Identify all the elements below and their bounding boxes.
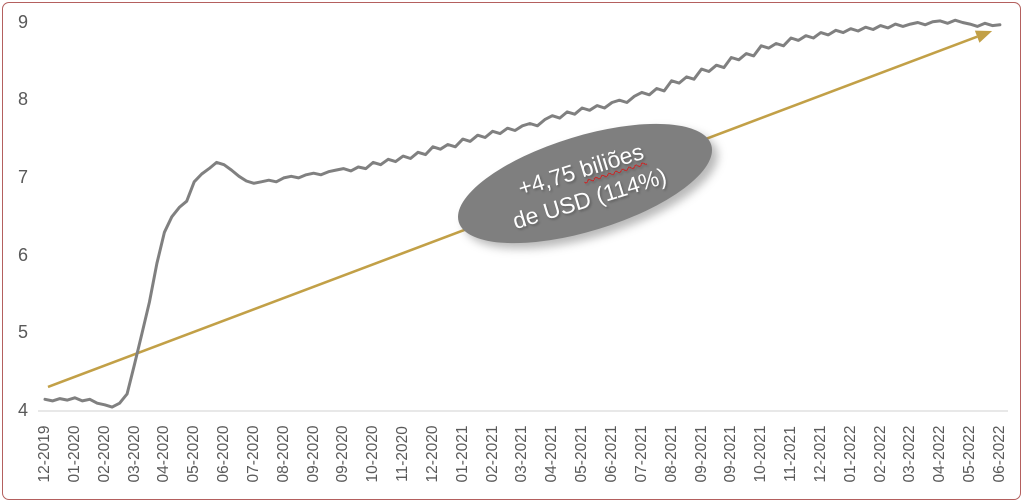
data-line — [43, 18, 1002, 409]
y-tick-label: 9 — [17, 11, 28, 32]
x-tick-label: 12-2020 — [423, 425, 441, 483]
x-tick-label: 06-2021 — [603, 425, 620, 483]
x-tick-label: 06-2020 — [215, 425, 232, 483]
y-tick-label: 7 — [17, 166, 28, 187]
x-tick-label: 12-2021 — [811, 425, 829, 483]
y-tick-label: 4 — [17, 400, 28, 420]
x-tick-label: 02-2022 — [871, 425, 889, 483]
x-tick-label: 02-2020 — [95, 425, 113, 483]
x-tick-label: 03-2022 — [901, 425, 919, 483]
x-tick-label: 06-2022 — [990, 425, 1008, 483]
x-tick-label: 12-2019 — [36, 425, 53, 483]
x-tick-label: 08-2020 — [274, 425, 292, 483]
x-tick-label: 09-2021 — [722, 425, 740, 483]
x-tick-label: 11-2020 — [394, 426, 412, 482]
y-tick-label: 8 — [17, 89, 28, 110]
x-tick-label: 04-2021 — [543, 425, 561, 483]
x-tick-label: 05-2020 — [185, 425, 203, 483]
x-tick-label: 09-2020 — [334, 425, 352, 483]
y-tick-label: 6 — [17, 244, 28, 265]
x-tick-label: 05-2021 — [573, 425, 591, 483]
x-tick-label: 10-2020 — [364, 425, 382, 483]
x-tick-label: 04-2020 — [155, 425, 173, 483]
x-tick-label: 04-2022 — [931, 425, 949, 483]
x-tick-label: 09-2021 — [692, 425, 710, 483]
x-tick-label: 10-2021 — [752, 425, 770, 483]
x-tick-label: 11-2021 — [782, 426, 799, 482]
x-tick-label: 07-2021 — [632, 425, 650, 483]
x-tick-label: 01-2022 — [841, 425, 859, 483]
x-tick-label: 09-2020 — [304, 425, 322, 483]
x-tick-label: 01-2021 — [453, 425, 471, 483]
y-tick-label: 5 — [17, 322, 28, 343]
trend-arrow-head — [974, 30, 993, 43]
x-tick-label: 03-2021 — [513, 425, 531, 483]
x-tick-label: 08-2021 — [662, 425, 680, 483]
x-tick-label: 01-2020 — [65, 425, 83, 483]
x-tick-label: 03-2020 — [125, 425, 143, 483]
x-tick-label: 07-2020 — [244, 425, 262, 483]
x-tick-label: 05-2022 — [961, 425, 978, 483]
x-tick-label: 02-2021 — [483, 425, 501, 483]
